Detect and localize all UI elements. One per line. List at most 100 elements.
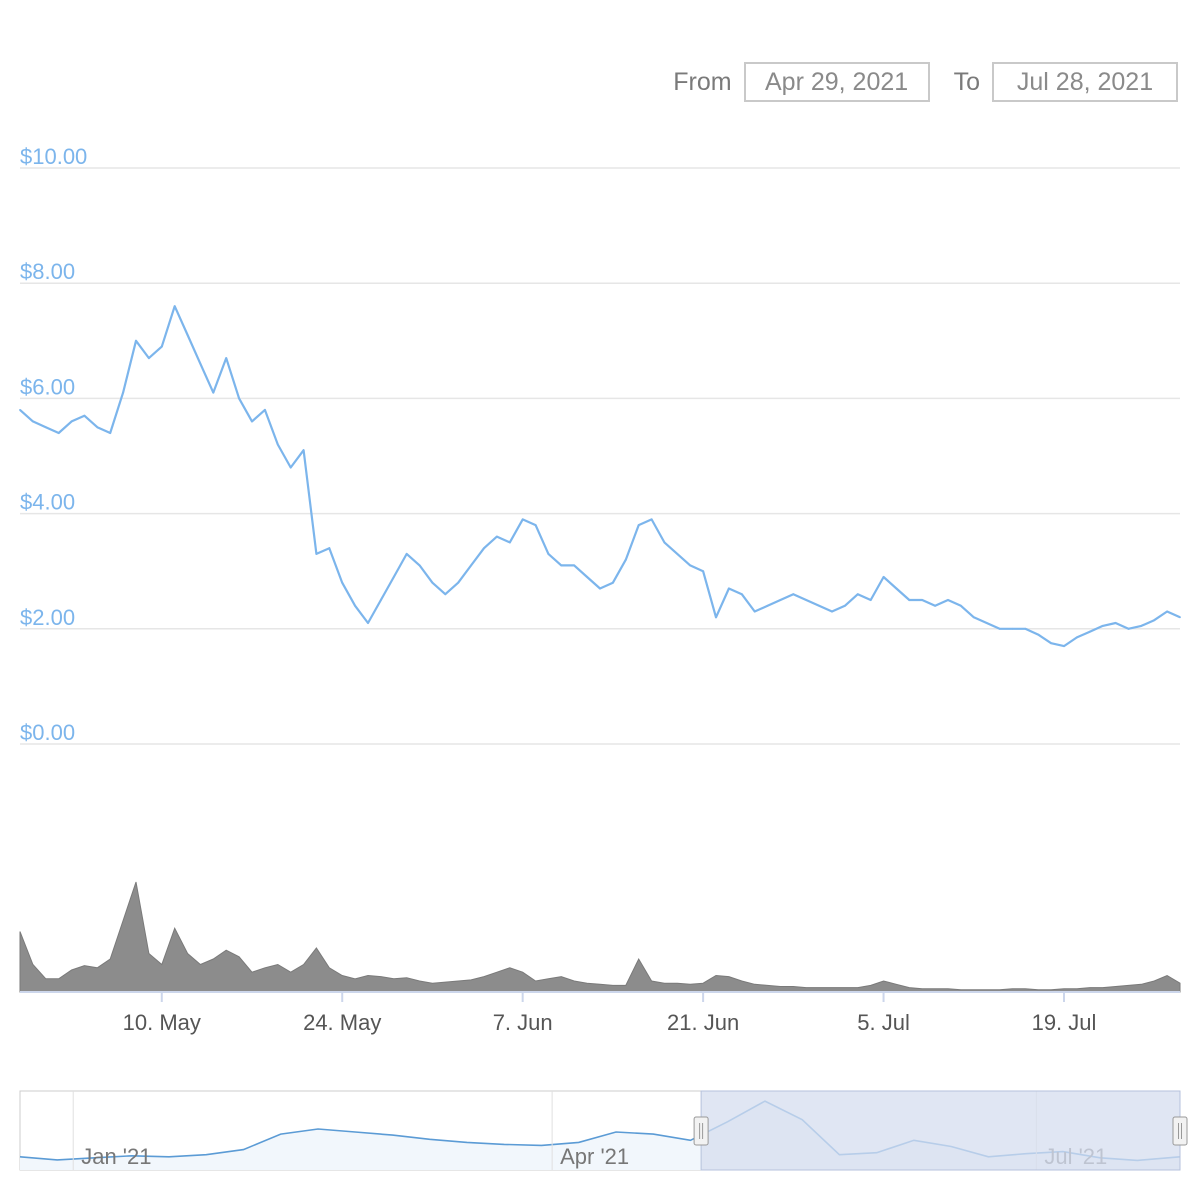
x-tick-label: 7. Jun (493, 1010, 553, 1035)
price-point (1179, 616, 1181, 619)
to-label: To (953, 67, 980, 96)
y-axis-labels: $0.00 $2.00 $4.00 $6.00 $8.00 $10.00 (20, 144, 87, 745)
volume-area (19, 881, 1181, 993)
price-point (508, 541, 511, 544)
y-tick-label: $8.00 (20, 259, 75, 284)
price-point (70, 420, 73, 423)
y-tick-label: $4.00 (20, 490, 75, 515)
price-point (19, 409, 21, 411)
price-point (740, 593, 743, 596)
price-point (560, 564, 563, 567)
price-point (753, 610, 756, 613)
from-label: From (673, 67, 732, 96)
price-point (921, 599, 924, 601)
price-point (908, 599, 911, 601)
price-point (1166, 610, 1168, 613)
price-point (367, 622, 369, 624)
price-point (1063, 645, 1065, 647)
price-point (1024, 627, 1027, 630)
y-tick-label: $6.00 (20, 374, 75, 399)
price-point (392, 576, 395, 578)
price-point (521, 518, 524, 521)
range-selector: From Apr 29, 2021 To Jul 28, 2021 (659, 60, 1178, 104)
price-point (96, 426, 99, 429)
price-point (238, 397, 241, 400)
price-point (599, 587, 601, 590)
price-point (109, 432, 112, 434)
price-point (972, 616, 975, 619)
price-point (650, 518, 653, 521)
price-point (818, 604, 820, 607)
price-line-group (19, 305, 1181, 648)
price-point (173, 305, 176, 308)
price-point (186, 334, 189, 336)
price-point (947, 599, 949, 601)
navigator-right-handle[interactable] (1172, 1116, 1188, 1146)
price-point (135, 339, 137, 342)
volume-area-group (19, 881, 1181, 993)
price-point (122, 391, 124, 394)
price-point (431, 581, 434, 584)
price-point (856, 593, 859, 596)
price-point (264, 409, 266, 411)
price-point (315, 553, 318, 555)
price-point (831, 610, 833, 613)
price-point (895, 587, 898, 590)
x-tick-label: 10. May (123, 1010, 201, 1035)
y-tick-label: $2.00 (20, 605, 75, 630)
to-date-input[interactable]: Jul 28, 2021 (992, 62, 1178, 102)
price-point (676, 553, 679, 555)
from-date-input[interactable]: Apr 29, 2021 (743, 62, 930, 102)
price-point (624, 558, 627, 561)
price-point (32, 420, 34, 423)
price-point (1011, 627, 1014, 630)
price-point (212, 391, 215, 394)
price-point (148, 357, 150, 359)
navigator-selected-range[interactable] (700, 1090, 1181, 1171)
grid-lines (20, 167, 1180, 745)
price-point (869, 599, 872, 601)
price-point (805, 599, 808, 601)
price-point (998, 627, 1001, 630)
navigator-left-handle[interactable] (693, 1116, 709, 1146)
price-point (160, 345, 163, 348)
price-point (534, 524, 537, 526)
x-tick-label: 19. Jul (1032, 1010, 1097, 1035)
price-point (57, 432, 60, 434)
price-point (1140, 625, 1143, 627)
y-tick-label: $10.00 (20, 144, 87, 169)
price-point (715, 616, 717, 619)
price-point (586, 576, 588, 578)
price-point (882, 576, 885, 578)
price-point (276, 443, 279, 446)
price-point (663, 541, 666, 544)
price-point (612, 581, 614, 584)
price-point (792, 593, 795, 596)
price-line (19, 305, 1181, 648)
price-point (496, 535, 498, 538)
price-point (1037, 633, 1040, 636)
price-point (844, 604, 846, 607)
price-point (328, 547, 331, 550)
price-point (1101, 625, 1104, 627)
price-point (728, 587, 730, 590)
price-point (960, 604, 962, 607)
price-point (1050, 642, 1052, 645)
price-point (483, 547, 485, 550)
price-point (934, 604, 936, 607)
price-point (251, 420, 253, 423)
price-point (354, 604, 356, 607)
price-point (457, 581, 460, 584)
x-tick-label: 24. May (303, 1010, 381, 1035)
price-point (1127, 627, 1130, 630)
navigator-tick-label: Apr '21 (560, 1144, 629, 1169)
price-point (1114, 622, 1117, 624)
x-axis: 10. May 24. May 7. Jun 21. Jun 5. Jul 19. Jul (20, 991, 1180, 1035)
navigator-tick-label: Jan '21 (81, 1144, 151, 1169)
price-point (302, 449, 305, 452)
price-point (225, 357, 228, 359)
price-point (199, 362, 202, 365)
price-point (1153, 619, 1156, 622)
